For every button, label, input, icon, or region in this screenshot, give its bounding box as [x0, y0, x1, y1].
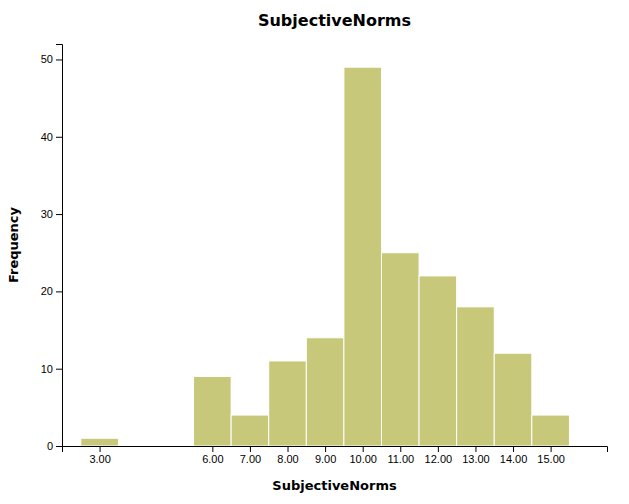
x-tick-mark [363, 446, 364, 452]
x-tick: 14.00 [500, 446, 528, 465]
x-tick-label: 3.00 [89, 453, 110, 465]
x-tick: 12.00 [425, 446, 453, 465]
plot: 3.00 6.00 7.00 8.00 9.00 10.00 11.00 12.00 13.00… [41, 45, 608, 465]
x-tick: 15.00 [537, 446, 565, 465]
x-axis-title: SubjectiveNorms [272, 478, 397, 493]
title: SubjectiveNorms [258, 11, 411, 30]
y-tick-label: 20 [41, 285, 53, 297]
x-tick-mark [212, 446, 213, 452]
y-tick-label: 30 [41, 208, 53, 220]
x-tick: 13.00 [462, 446, 490, 465]
x-tick: 9.00 [315, 446, 336, 465]
x-tick-mark [100, 446, 101, 452]
x-tick: 7.00 [240, 446, 261, 465]
bar [381, 253, 419, 446]
x-tick: 10.00 [349, 446, 377, 465]
x-tick-label: 9.00 [315, 453, 336, 465]
chart: 3.00 6.00 7.00 8.00 9.00 10.00 11.00 12.00 13.00… [0, 0, 629, 504]
y-tick-mark [56, 291, 62, 292]
y-axis: 0 10 20 30 40 50 [41, 45, 63, 453]
x-tick-label: 8.00 [277, 453, 298, 465]
x-tick-mark [325, 446, 326, 452]
bar [269, 361, 307, 446]
y-tick-label: 40 [41, 131, 53, 143]
y-tick-label: 50 [41, 53, 53, 65]
x-tick-mark [551, 446, 552, 452]
x-tick: 6.00 [202, 446, 223, 465]
bar [306, 338, 344, 446]
x-tick-label: 11.00 [387, 453, 414, 465]
bar [419, 276, 457, 446]
y-tick: 0 [47, 440, 62, 452]
x-axis: 3.00 6.00 7.00 8.00 9.00 10.00 11.00 12.00 13.00… [63, 446, 608, 465]
bar [344, 67, 382, 446]
x-tick-label: 15.00 [537, 453, 565, 465]
y-tick: 40 [41, 131, 62, 143]
y-axis-title: Frequency [6, 206, 21, 283]
y-tick-label: 0 [47, 440, 53, 452]
x-tick-label: 6.00 [202, 453, 223, 465]
y-tick: 50 [41, 53, 62, 65]
x-axis-line [63, 447, 608, 453]
y-axis-line [56, 45, 63, 447]
bar [231, 415, 269, 446]
x-tick-label: 7.00 [240, 453, 261, 465]
x-tick-label: 13.00 [462, 453, 490, 465]
y-tick: 20 [41, 285, 62, 297]
x-tick: 8.00 [277, 446, 298, 465]
y-tick-mark [56, 446, 62, 447]
y-tick: 30 [41, 208, 62, 220]
y-tick-mark [56, 137, 62, 138]
y-tick-label: 10 [41, 363, 53, 375]
x-tick-mark [475, 446, 476, 452]
x-tick-label: 14.00 [500, 453, 528, 465]
x-tick: 3.00 [89, 446, 110, 465]
y-tick-mark [56, 369, 62, 370]
bar [457, 307, 495, 446]
y-tick: 10 [41, 363, 62, 375]
bars [81, 67, 570, 446]
x-tick-mark [250, 446, 251, 452]
bar [194, 376, 232, 446]
x-tick-label: 12.00 [425, 453, 453, 465]
x-tick-mark [400, 446, 401, 452]
bar [494, 353, 532, 446]
x-tick-mark [288, 446, 289, 452]
y-tick-mark [56, 214, 62, 215]
y-tick-mark [56, 59, 62, 60]
x-tick-mark [513, 446, 514, 452]
bar [532, 415, 570, 446]
x-tick: 11.00 [387, 446, 414, 465]
bar [81, 438, 119, 446]
x-tick-mark [438, 446, 439, 452]
x-tick-label: 10.00 [349, 453, 377, 465]
